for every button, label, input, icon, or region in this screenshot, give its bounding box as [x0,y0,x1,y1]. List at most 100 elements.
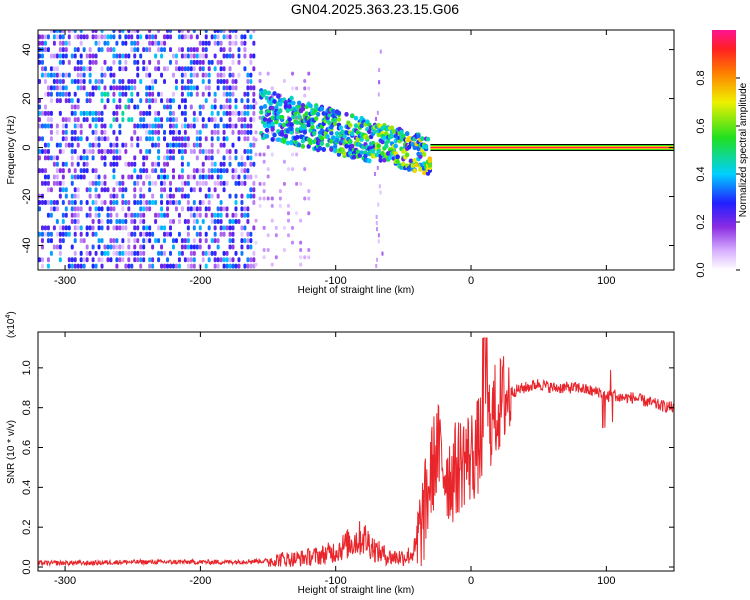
heatmap-cell [228,98,232,104]
heatmap-cell [157,225,161,231]
heatmap-cell [174,206,178,212]
snr-y-scale-label: (x104) [5,311,17,338]
heatmap-cell [168,59,172,65]
heatmap-cell [231,142,235,148]
heatmap-cell [192,149,196,155]
heatmap-cell [295,86,299,91]
heatmap-cell [219,219,223,225]
heatmap-cell [249,244,253,250]
heatmap-cell [246,257,250,263]
heatmap-cell [85,66,89,72]
heatmap-cell [148,206,152,212]
heatmap-cell [160,206,164,212]
heatmap-cell [192,66,196,72]
heatmap-cell [160,117,164,123]
heatmap-cell [279,114,285,120]
colorbar-tick-label: 0.2 [695,214,707,229]
heatmap-cell [198,199,202,205]
heatmap-cell [240,110,244,116]
heatmap-cell [130,91,134,97]
heatmap-cell [94,187,98,193]
heatmap-cell [112,53,116,59]
heatmap-cell [112,47,116,53]
heatmap-cell [189,104,193,110]
heatmap-cell [85,91,89,97]
heatmap-cell [139,110,143,116]
heatmap-cell [291,100,296,106]
heatmap-cell [243,136,247,142]
heatmap-cell [76,225,80,231]
heatmap-cell [210,212,214,218]
heatmap-cell [97,257,101,263]
heatmap-cell [380,270,382,274]
heatmap-cell [46,91,50,97]
heatmap-cell [231,219,235,225]
heatmap-cell [427,158,433,163]
heatmap-cell [270,137,275,142]
heatmap-cell [103,180,107,186]
heatmap-cell [94,78,98,84]
heatmap-cell [237,174,241,180]
heatmap-cell [243,47,247,53]
heatmap-cell [219,47,223,53]
heatmap-cell [121,53,125,59]
heatmap-cell [100,250,104,256]
heatmap-cell [225,110,229,116]
heatmap-cell [115,40,119,46]
heatmap-cell [148,91,152,97]
heatmap-cell [377,92,380,97]
heatmap-cell [79,72,83,78]
heatmap-cell [268,101,273,107]
heatmap-cell [198,180,202,186]
heatmap-cell [109,244,113,250]
heatmap-cell [55,206,59,212]
heatmap-cell [293,111,298,116]
heatmap-cell [249,238,253,244]
heatmap-cell [97,193,101,199]
heatmap-cell [163,155,167,161]
heatmap-cell [157,257,161,263]
heatmap-cell [133,212,137,218]
heatmap-cell [133,199,137,205]
heatmap-cell [198,104,202,110]
heatmap-cell [46,149,50,155]
heatmap-cell [142,257,146,263]
heatmap-cell [91,257,95,263]
heatmap-cell [97,225,101,231]
heatmap-cell [278,108,283,113]
heatmap-cell [145,136,149,142]
heatmap-cell [133,244,137,250]
heatmap-cell [163,250,167,256]
heatmap-cell [109,219,113,225]
heatmap-cell [70,161,74,167]
heatmap-cell [136,136,140,142]
heatmap-cell [192,53,196,59]
heatmap-cell [201,257,205,263]
heatmap-cell [52,78,56,84]
heatmap-cell [88,78,92,84]
heatmap-cell [79,110,83,116]
heatmap-cell [225,104,229,110]
heatmap-cell [97,136,101,142]
heatmap-cell [270,115,275,121]
heatmap-cell [246,104,250,110]
heatmap-cell [91,53,95,59]
heatmap-cell [234,98,238,104]
heatmap-cell [317,145,323,151]
heatmap-cell [157,212,161,218]
heatmap-cell [344,143,349,149]
heatmap-cell [52,244,56,250]
heatmap-cell [76,219,80,225]
heatmap-cell [58,47,62,53]
heatmap-cell [52,66,56,72]
heatmap-cell [88,212,92,218]
heatmap-cell [249,257,253,263]
heatmap-cell [234,180,238,186]
heatmap-cell [278,196,282,201]
heatmap-cell [423,144,429,150]
heatmap-cell [243,263,247,269]
heatmap-cell [299,240,303,245]
heatmap-cell [231,168,235,174]
